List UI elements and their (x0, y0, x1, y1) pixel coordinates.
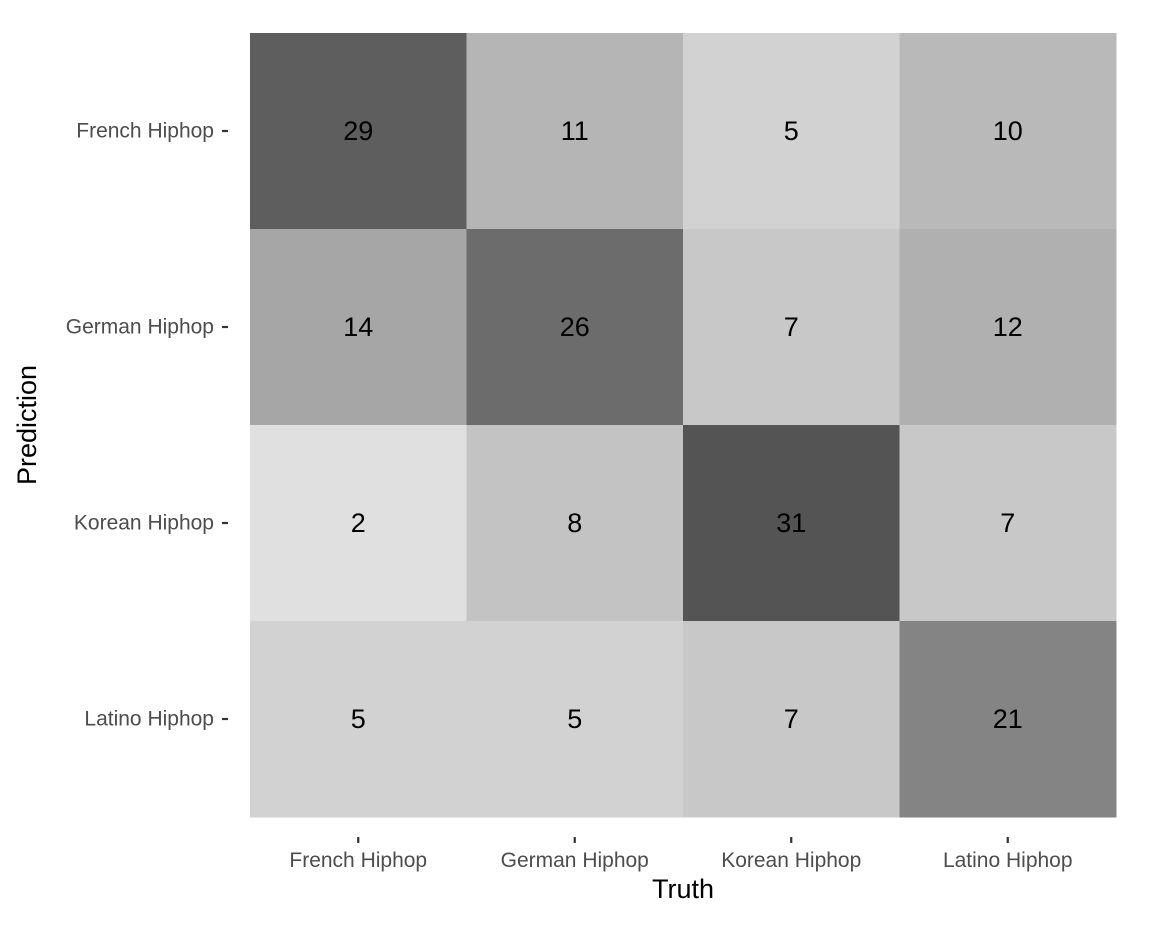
y-tick-label: Latino Hiphop (84, 708, 214, 731)
heatmap-cell-french-hiphop-vs-french-hiphop (250, 33, 467, 230)
cell-value-label: 31 (776, 508, 806, 538)
cell-value-label: 29 (343, 116, 373, 146)
heatmap-cell-korean-hiphop-vs-german-hiphop (466, 425, 684, 622)
y-tick-label: Korean Hiphop (74, 512, 214, 535)
cell-value-label: 7 (784, 312, 799, 342)
cell-value-label: 5 (351, 704, 366, 734)
cell-value-label: 21 (993, 704, 1023, 734)
cell-value-label: 7 (784, 704, 799, 734)
y-axis: French Hiphop German Hiphop Korean Hiphop L… (66, 120, 228, 731)
y-axis-title: Prediction (12, 365, 42, 485)
cell-value-label: 12 (993, 312, 1023, 342)
x-tick-label: French Hiphop (289, 849, 427, 872)
cell-value-label: 14 (343, 312, 373, 342)
heatmap-cell-french-hiphop-vs-korean-hiphop (683, 33, 900, 230)
y-tick-label: German Hiphop (66, 316, 214, 339)
cell-value-label: 10 (993, 116, 1023, 146)
heatmap-cell-korean-hiphop-vs-latino-hiphop (899, 425, 1117, 622)
y-tick-label: French Hiphop (76, 120, 214, 143)
heatmap-cell-latino-hiphop-vs-french-hiphop (250, 621, 467, 818)
x-axis: French Hiphop German Hiphop Korean Hiphop L… (289, 837, 1073, 872)
cell-value-label: 5 (567, 704, 582, 734)
heatmap-cell-german-hiphop-vs-german-hiphop (466, 229, 684, 426)
cell-value-label: 8 (567, 508, 582, 538)
heatmap-cell-latino-hiphop-vs-german-hiphop (466, 621, 684, 818)
heatmap-cell-korean-hiphop-vs-french-hiphop (250, 425, 467, 622)
heatmap-cell-german-hiphop-vs-french-hiphop (250, 229, 467, 426)
cell-value-labels: 29 11 5 10 14 26 7 12 2 8 31 7 5 5 7 21 (343, 116, 1023, 734)
heatmap-cells (250, 33, 1117, 818)
heatmap-cell-german-hiphop-vs-korean-hiphop (683, 229, 900, 426)
x-tick-label: Korean Hiphop (721, 849, 861, 872)
cell-value-label: 7 (1000, 508, 1015, 538)
cell-value-label: 11 (561, 116, 589, 146)
heatmap-cell-latino-hiphop-vs-latino-hiphop (899, 621, 1117, 818)
cell-value-label: 2 (351, 508, 366, 538)
heatmap-cell-latino-hiphop-vs-korean-hiphop (683, 621, 900, 818)
x-tick-label: German Hiphop (501, 849, 649, 872)
x-axis-title: Truth (652, 874, 714, 904)
x-tick-label: Latino Hiphop (943, 849, 1073, 872)
cell-value-label: 26 (560, 312, 590, 342)
heatmap-cell-french-hiphop-vs-latino-hiphop (899, 33, 1117, 230)
heatmap-cell-german-hiphop-vs-latino-hiphop (899, 229, 1117, 426)
heatmap-cell-korean-hiphop-vs-korean-hiphop (683, 425, 900, 622)
heatmap-cell-french-hiphop-vs-german-hiphop (466, 33, 684, 230)
cell-value-label: 5 (784, 116, 799, 146)
